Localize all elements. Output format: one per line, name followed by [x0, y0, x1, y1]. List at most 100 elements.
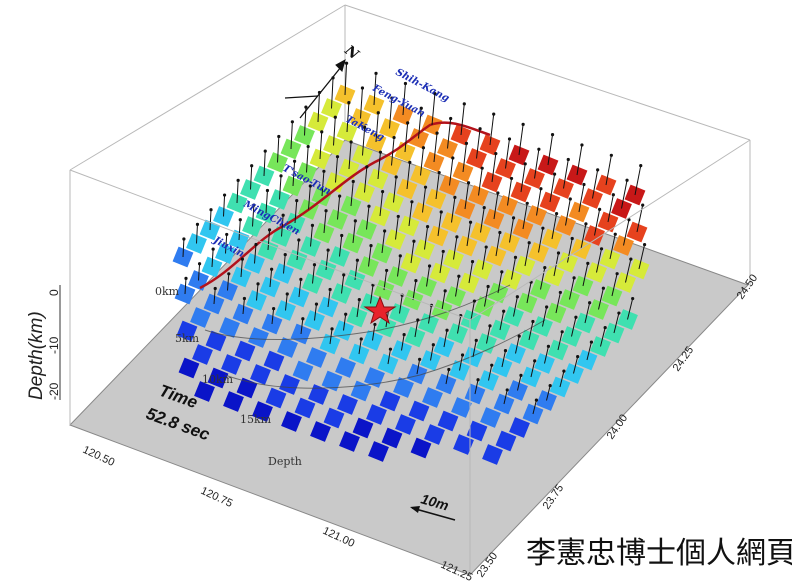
slip-patch: [223, 391, 244, 412]
slip-vector-head: [250, 164, 254, 168]
slip-vector-head: [197, 262, 202, 266]
slip-vector-head: [474, 338, 478, 343]
slip-vector-head: [488, 324, 492, 328]
slip-vector: [594, 209, 601, 236]
slip-vector: [279, 175, 282, 200]
slip-vector-head: [322, 169, 326, 173]
slip-vector-head: [455, 235, 459, 239]
slip-vector: [544, 346, 549, 364]
slip-vector: [281, 215, 284, 237]
slip-vector: [399, 295, 403, 314]
slip-vector: [489, 114, 495, 146]
slip-vector-head: [394, 175, 398, 179]
slip-vector-head: [457, 274, 461, 278]
slip-patch: [306, 347, 327, 368]
slip-vector: [360, 87, 363, 119]
slip-vector-head: [373, 322, 377, 327]
slip-vector-head: [195, 222, 200, 226]
slip-vector: [501, 350, 506, 368]
slip-vector: [387, 349, 391, 365]
slip-vector-head: [412, 239, 416, 243]
slip-vector: [474, 379, 479, 395]
slip-vector: [623, 219, 630, 246]
slip-vector: [507, 178, 513, 206]
slip-vector-head: [357, 298, 361, 302]
slip-vector: [586, 341, 592, 361]
epicenter-star: [363, 295, 397, 325]
slip-vector: [404, 122, 409, 153]
slip-vector: [290, 121, 293, 150]
slip-vector-head: [410, 200, 414, 204]
slip-vector: [250, 165, 253, 190]
slip-vector: [611, 273, 618, 297]
slip-vector-head: [431, 343, 435, 347]
slip-vector: [370, 284, 374, 304]
slip-patch: [292, 360, 314, 382]
slip-vector-head: [611, 193, 615, 197]
slip-vector: [298, 279, 302, 298]
slip-vector-head: [342, 273, 346, 277]
slip-vector: [443, 330, 448, 348]
slip-vector: [356, 299, 360, 318]
slip-vector-head: [460, 353, 465, 357]
depth-contour-lines: [204, 284, 546, 389]
slip-vector-head: [272, 307, 276, 311]
slip-vector-head: [505, 388, 509, 392]
slip-vector-head: [639, 164, 643, 168]
slip-vector-head: [324, 209, 328, 213]
slip-vector: [323, 210, 327, 234]
slip-vector-head: [414, 279, 418, 283]
slip-vector: [447, 118, 452, 149]
slip-vector: [317, 92, 320, 123]
slip-vector-head: [374, 71, 378, 75]
slip-patch: [480, 407, 501, 428]
slip-vector: [455, 276, 460, 297]
slip-vector-head: [310, 223, 315, 227]
slip-vector: [503, 389, 508, 405]
slip-patch: [381, 427, 403, 449]
slip-vector-head: [515, 295, 519, 299]
slip-vector: [459, 354, 464, 371]
slip-vector: [551, 213, 558, 240]
slip-vector: [634, 165, 642, 196]
slip-vector-head: [330, 327, 334, 331]
slip-vector-head: [480, 166, 484, 170]
slip-patch: [424, 424, 445, 445]
slip-vector-head: [613, 232, 617, 236]
slip-vector: [389, 98, 393, 129]
slip-patch: [205, 330, 227, 352]
slip-patch: [495, 430, 517, 452]
slip-patch: [339, 431, 360, 452]
slip-vector: [277, 136, 280, 163]
contour-label-15km: 15km: [240, 413, 272, 426]
slip-vector-head: [427, 264, 432, 268]
slip-vector-head: [596, 168, 600, 172]
slip-vector: [515, 335, 520, 354]
slip-patch: [310, 421, 331, 442]
slip-vector: [451, 197, 456, 223]
slip-vector: [478, 168, 483, 196]
slip-vector: [242, 298, 245, 315]
slip-vector-head: [277, 134, 281, 139]
slip-vector: [437, 211, 442, 237]
slip-vector-head: [209, 208, 213, 212]
slip-vector-head: [617, 311, 621, 315]
slip-vector-head: [534, 398, 539, 402]
slip-vector-head: [486, 284, 490, 289]
slip-vector-head: [335, 155, 340, 159]
slip-vector-head: [328, 287, 332, 292]
slip-vector-head: [545, 305, 549, 309]
slip-patch: [294, 397, 316, 419]
slip-patch: [482, 444, 503, 465]
slip-patch: [410, 437, 432, 459]
slip-vector-head: [408, 160, 412, 164]
slip-vector: [314, 304, 317, 321]
slip-vector-head: [222, 193, 227, 197]
slip-vector-head: [601, 286, 605, 290]
slip-vector-head: [599, 247, 604, 251]
slip-vector: [517, 375, 522, 391]
slip-vector-head: [213, 286, 217, 291]
slip-vector: [285, 293, 288, 311]
slip-vector-head: [466, 181, 471, 185]
slip-vector: [408, 201, 413, 227]
